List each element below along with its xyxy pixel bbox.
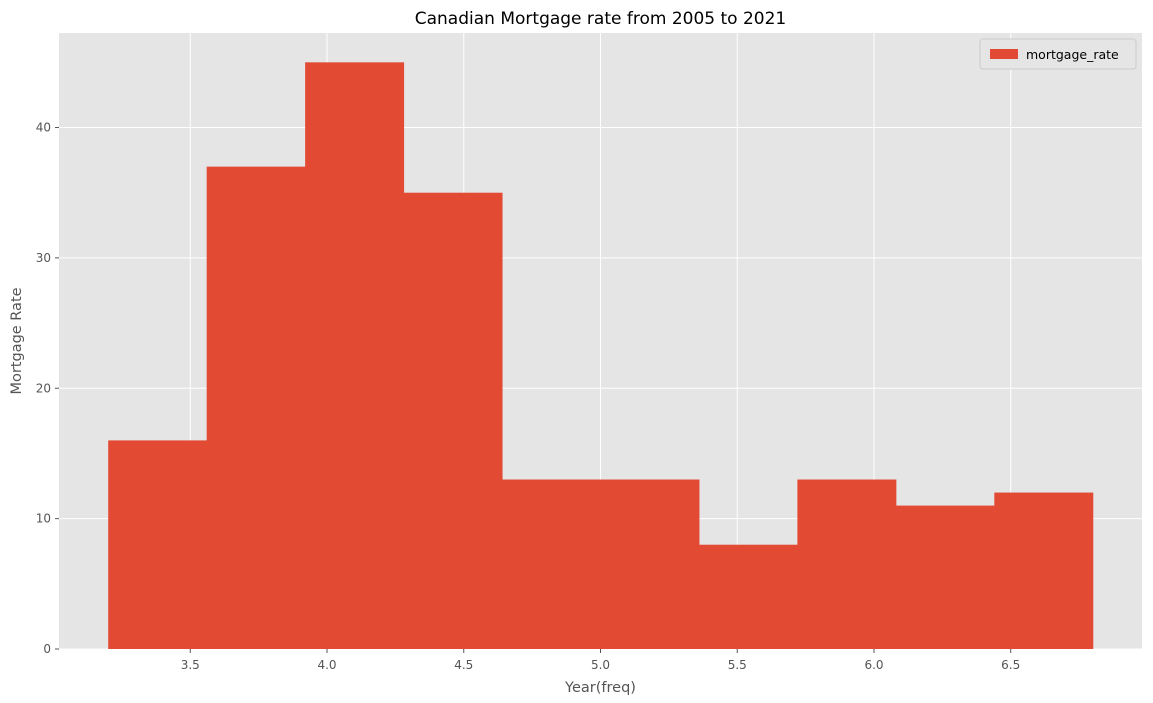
- histogram-bar: [895, 505, 995, 649]
- histogram-bar: [600, 479, 700, 649]
- bars: [108, 62, 1094, 650]
- y-tick-label: 10: [36, 512, 51, 526]
- chart-title: Canadian Mortgage rate from 2005 to 2021: [415, 9, 786, 29]
- x-axis-label: Year(freq): [564, 680, 636, 696]
- y-tick-label: 20: [36, 381, 51, 395]
- y-tick-label: 40: [36, 121, 51, 135]
- x-tick-label: 4.5: [454, 658, 473, 672]
- x-tick-label: 6.5: [1001, 658, 1020, 672]
- legend: mortgage_rate: [979, 38, 1137, 70]
- x-tick-label: 3.5: [181, 658, 200, 672]
- histogram-bar: [108, 440, 208, 649]
- histogram-bar: [994, 492, 1094, 649]
- legend-box: [979, 38, 1137, 70]
- x-tick-label: 4.0: [317, 658, 336, 672]
- x-tick-label: 5.5: [728, 658, 747, 672]
- y-tick-label: 0: [43, 642, 51, 656]
- y-axis-ticks: 0 10 20 30 40: [36, 121, 59, 656]
- histogram-bar: [305, 62, 405, 650]
- x-axis-ticks: 3.5 4.0 4.5 5.0 5.5 6.0 6.5: [181, 649, 1020, 672]
- legend-label: mortgage_rate: [1026, 47, 1119, 62]
- histogram-bar: [502, 479, 601, 649]
- x-tick-label: 6.0: [864, 658, 883, 672]
- histogram-bar: [206, 166, 306, 649]
- y-tick-label: 30: [36, 251, 51, 265]
- histogram-bar: [403, 192, 503, 649]
- y-axis-label: Mortgage Rate: [9, 287, 25, 394]
- x-tick-label: 5.0: [591, 658, 610, 672]
- legend-swatch: [990, 49, 1018, 59]
- histogram-bar: [797, 479, 897, 649]
- histogram-bar: [698, 544, 798, 649]
